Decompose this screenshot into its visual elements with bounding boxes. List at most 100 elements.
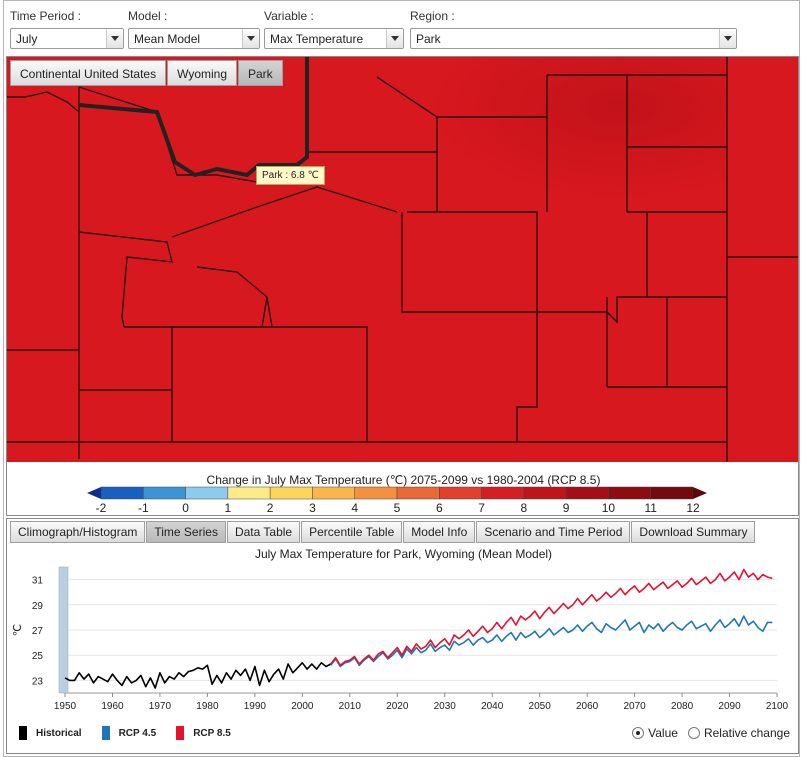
legend-item-historical[interactable]: Historical [19, 726, 82, 740]
region-value: Park [416, 32, 441, 46]
radio-value[interactable]: Value [632, 726, 678, 740]
map-panel: Continental United States Wyoming Park P… [6, 56, 799, 516]
x-tick-label: 1990 [244, 701, 267, 712]
park-county-outline [78, 57, 309, 178]
x-tick-label: 2040 [481, 701, 504, 712]
map-tooltip: Park : 6.8 ℃ [256, 166, 325, 185]
legend-tick-label: 1 [224, 501, 232, 515]
legend-swatch [100, 486, 144, 500]
legend-swatch [354, 486, 398, 500]
series-line [330, 615, 773, 668]
legend-tick-label: 7 [478, 501, 485, 515]
map-shading [307, 57, 727, 257]
model-value: Mean Model [134, 32, 201, 46]
legend-swatch [565, 486, 609, 500]
x-tick-label: 2100 [766, 701, 789, 712]
legend-swatch [143, 486, 186, 500]
y-tick-label: 27 [32, 626, 44, 637]
tab-download-summary[interactable]: Download Summary [631, 521, 756, 543]
radio-circle-relative-change[interactable] [687, 727, 700, 739]
legend-swatch-historical [19, 726, 27, 740]
legend-swatch [481, 486, 525, 500]
model-select[interactable]: Mean Model [128, 28, 260, 49]
model-label: Model : [128, 9, 168, 23]
x-tick-label: 2000 [291, 701, 314, 712]
tab-park[interactable]: Park [238, 60, 283, 86]
legend-tick-label: 4 [351, 501, 359, 515]
tab-climograph[interactable]: Climograph/Histogram [10, 521, 146, 543]
tab-wyoming[interactable]: Wyoming [167, 60, 237, 86]
x-tick-label: 2080 [671, 701, 694, 712]
y-tick-label: 31 [32, 576, 44, 587]
tab-percentile-table[interactable]: Percentile Table [301, 521, 403, 543]
chart-legend: Historical RCP 4.5 RCP 8.5 [19, 726, 251, 740]
legend-arrow-right [693, 487, 707, 499]
x-tick-label: 1980 [196, 701, 219, 712]
y-tick-label: 29 [32, 601, 44, 612]
legend-tick-label: 3 [309, 501, 316, 515]
legend-swatch [523, 486, 567, 500]
x-tick-label: 2010 [339, 701, 362, 712]
x-tick-label: 1950 [54, 701, 77, 712]
legend-label-historical: Historical [36, 727, 82, 739]
x-tick-label: 2030 [434, 701, 457, 712]
x-tick-label: 1970 [149, 701, 172, 712]
legend-arrow-left [87, 487, 101, 499]
time-series-chart[interactable]: 23 25 27 29 31 1950 1960 1970 1980 1990 2000 2010 20… [7, 561, 800, 721]
legend-tick-label: -1 [137, 501, 149, 515]
tab-data-table[interactable]: Data Table [226, 521, 301, 543]
legend-tick-label: 0 [182, 501, 189, 515]
legend-swatch [227, 486, 271, 500]
series-line [64, 662, 332, 689]
y-axis-label: ℃ [12, 624, 24, 636]
x-tick-label: 1960 [101, 701, 124, 712]
x-tick-label: 2060 [576, 701, 599, 712]
time-period-select[interactable]: July [10, 28, 124, 49]
tab-time-series[interactable]: Time Series [146, 521, 226, 543]
tab-model-info[interactable]: Model Info [403, 521, 476, 543]
time-period-value: July [16, 32, 38, 46]
variable-value: Max Temperature [270, 32, 364, 46]
legend-tick-label: -2 [95, 501, 107, 515]
range-slider-handle[interactable] [58, 566, 69, 694]
legend-swatch [439, 486, 482, 500]
region-select[interactable]: Park [410, 28, 737, 49]
legend-swatch [608, 486, 651, 500]
legend-label-rcp85: RCP 8.5 [193, 727, 231, 739]
legend-label-rcp45: RCP 4.5 [118, 727, 157, 739]
legend-swatch-rcp45 [101, 726, 110, 740]
chevron-down-icon[interactable] [719, 29, 736, 48]
variable-select[interactable]: Max Temperature [264, 28, 404, 49]
radio-label-relative-change: Relative change [703, 726, 790, 740]
tab-continental-us[interactable]: Continental United States [10, 60, 167, 86]
chevron-down-icon[interactable] [106, 29, 123, 48]
legend-tick-label: 11 [644, 501, 657, 515]
radio-circle-value[interactable] [632, 727, 645, 739]
y-tick-label: 23 [32, 676, 44, 687]
radio-relative-change[interactable]: Relative change [687, 726, 790, 740]
legend-item-rcp85[interactable]: RCP 8.5 [176, 726, 231, 740]
bottom-panel: Climograph/Histogram Time Series Data Ta… [6, 518, 799, 754]
legend-tick-label: 9 [562, 501, 570, 515]
legend-swatch [650, 486, 694, 500]
time-period-label: Time Period : [10, 9, 81, 23]
legend-tick-label: 10 [601, 501, 616, 515]
value-mode-radio-group: Value Relative change [622, 726, 790, 740]
legend-swatch [396, 486, 440, 500]
chevron-down-icon[interactable] [242, 29, 259, 48]
legend-swatch [185, 486, 229, 500]
chart-title: July Max Temperature for Park, Wyoming (… [254, 547, 553, 561]
region-label: Region : [410, 9, 455, 23]
county-map[interactable] [7, 57, 799, 516]
tab-scenario-time-period[interactable]: Scenario and Time Period [476, 521, 631, 543]
chevron-down-icon[interactable] [386, 29, 403, 48]
variable-label: Variable : [264, 9, 314, 23]
legend-swatch-rcp85 [176, 726, 185, 740]
x-tick-label: 2090 [718, 701, 741, 712]
legend-item-rcp45[interactable]: RCP 4.5 [101, 726, 157, 740]
app-window: Time Period : July Model : Mean Model Va… [3, 0, 800, 757]
x-tick-label: 2020 [386, 701, 409, 712]
legend-tick-label: 12 [686, 501, 700, 515]
legend-tick-label: 5 [393, 501, 401, 515]
map-zoom-tabs: Continental United States Wyoming Park [10, 60, 284, 86]
